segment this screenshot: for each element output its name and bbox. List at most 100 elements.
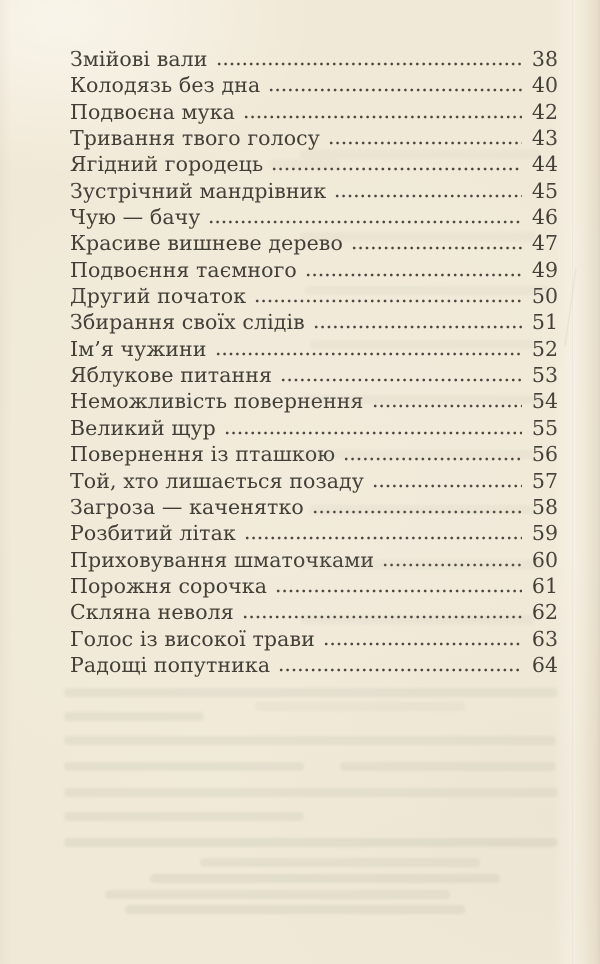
dot-leader: [223, 430, 522, 435]
toc-entry-page-number: 57: [531, 468, 558, 493]
toc-entry: Приховування шматочками 60: [70, 547, 558, 573]
toc-entry-page-number: 51: [531, 310, 558, 335]
toc-entry-page-number: 55: [531, 415, 558, 440]
dot-leader: [268, 88, 522, 93]
toc-entry-title: Колодязь без дна: [70, 73, 261, 98]
dot-leader: [215, 62, 522, 66]
toc-entry-page-number: 63: [531, 626, 558, 651]
toc-entry: Чую — бачу 46: [70, 204, 558, 230]
toc-entry-title: Скляна неволя: [70, 600, 234, 625]
toc-entry: Неможливість повернення 54: [70, 388, 558, 414]
toc-entry-title: Неможливість повернення: [70, 389, 364, 414]
bleed-through-line: [200, 858, 480, 867]
toc-entry: Подвоєння таємного 49: [70, 257, 558, 283]
toc-entry-title: Подвоєна мука: [70, 99, 235, 124]
toc-entry-title: Зустрічний мандрівник: [70, 178, 327, 203]
toc-entry: Яблукове питання 53: [70, 362, 558, 388]
dot-leader: [214, 351, 522, 356]
toc-entry-page-number: 42: [531, 99, 558, 124]
toc-entry-title: Повернення із пташкою: [70, 442, 336, 467]
toc-entry: Тривання твого голосу 43: [70, 125, 558, 151]
toc-entry-page-number: 53: [531, 363, 558, 388]
toc-entry-page-number: 50: [531, 284, 558, 309]
toc-entry-page-number: 56: [531, 442, 558, 467]
bleed-through-line: [125, 905, 465, 914]
dot-leader: [280, 378, 522, 383]
toc-entry: Ім’я чужини 52: [70, 336, 558, 362]
toc-entry: Другий початок 50: [70, 283, 558, 309]
toc-entry-title: Радощі попутника: [70, 652, 271, 677]
toc-entry: Подвоєна мука 42: [70, 99, 558, 125]
toc-entry-title: Розбитий літак: [70, 521, 236, 546]
toc-entry-title: Той, хто лишається позаду: [70, 468, 364, 493]
toc-entry: Голос із високої трави 63: [70, 626, 558, 652]
toc-entry-page-number: 46: [531, 205, 558, 230]
toc-entry-page-number: 40: [531, 73, 558, 98]
dot-leader: [322, 641, 522, 646]
dot-leader: [311, 509, 522, 514]
toc-entry-title: Красиве вишневе дерево: [70, 231, 343, 256]
bleed-through-line: [150, 874, 500, 883]
toc-entry-title: Порожня сорочка: [70, 573, 268, 598]
dot-leader: [278, 667, 522, 672]
dot-leader: [275, 588, 522, 593]
bleed-through-line: [64, 838, 558, 847]
toc-entry-page-number: 43: [531, 126, 558, 151]
toc-entry-page-number: 62: [531, 600, 558, 625]
dot-leader: [312, 325, 522, 330]
toc-entry-page-number: 58: [531, 494, 558, 519]
toc-entry-page-number: 54: [531, 389, 558, 414]
toc-entry: Красиве вишневе дерево 47: [70, 230, 558, 256]
toc-entry: Колодязь без дна 40: [70, 72, 558, 98]
toc-entry: Повернення із пташкою 56: [70, 441, 558, 467]
bleed-through-line: [64, 812, 304, 821]
toc-entry-page-number: 59: [531, 521, 558, 546]
dot-leader: [242, 114, 522, 119]
dot-leader: [343, 457, 522, 462]
toc-entry: Зустрічний мандрівник 45: [70, 178, 558, 204]
bleed-through-line: [340, 762, 556, 771]
paper-scratch: [564, 268, 577, 346]
bleed-through-line: [64, 762, 304, 771]
toc-entry: Збирання своїх слідів 51: [70, 309, 558, 335]
toc-entry-title: Великий щур: [70, 415, 216, 440]
toc-entry-title: Чую — бачу: [70, 205, 201, 230]
toc-entry-page-number: 44: [531, 152, 558, 177]
dot-leader: [304, 272, 522, 277]
toc-entry-page-number: 64: [531, 652, 558, 677]
bleed-through-line: [105, 890, 450, 899]
toc-entry-title: Приховування шматочками: [70, 547, 375, 572]
toc-entry-page-number: 45: [531, 178, 558, 203]
table-of-contents: Змійові вали 38 Колодязь без дна 40 Подв…: [70, 46, 558, 678]
toc-entry-page-number: 61: [531, 573, 558, 598]
toc-entry-title: Змійові вали: [70, 47, 208, 71]
dot-leader: [382, 562, 522, 567]
bleed-through-line: [255, 702, 465, 711]
toc-entry-title: Подвоєння таємного: [70, 257, 297, 282]
toc-entry-title: Ім’я чужини: [70, 336, 207, 361]
toc-entry-title: Ягідний городець: [70, 152, 264, 177]
toc-entry: Той, хто лишається позаду 57: [70, 468, 558, 494]
bleed-through-line: [64, 736, 556, 745]
toc-entry-title: Збирання своїх слідів: [70, 310, 305, 335]
bleed-through-line: [64, 688, 558, 697]
toc-entry-page-number: 60: [531, 547, 558, 572]
toc-entry-page-number: 52: [531, 336, 558, 361]
bleed-through-line: [64, 788, 558, 797]
toc-entry-page-number: 38: [531, 47, 558, 71]
dot-leader: [254, 299, 522, 304]
dot-leader: [350, 246, 522, 251]
toc-entry-page-number: 49: [531, 257, 558, 282]
toc-entry-title: Голос із високої трави: [70, 626, 315, 651]
toc-entry: Ягідний городець 44: [70, 151, 558, 177]
toc-entry: Скляна неволя 62: [70, 599, 558, 625]
dot-leader: [371, 483, 522, 488]
dot-leader: [334, 193, 522, 198]
page-edge-crease: [572, 0, 573, 964]
toc-entry: Радощі попутника 64: [70, 652, 558, 678]
toc-entry: Великий щур 55: [70, 415, 558, 441]
toc-entry-title: Другий початок: [70, 284, 247, 309]
toc-entry-page-number: 47: [531, 231, 558, 256]
toc-entry: Змійові вали 38: [70, 46, 558, 72]
